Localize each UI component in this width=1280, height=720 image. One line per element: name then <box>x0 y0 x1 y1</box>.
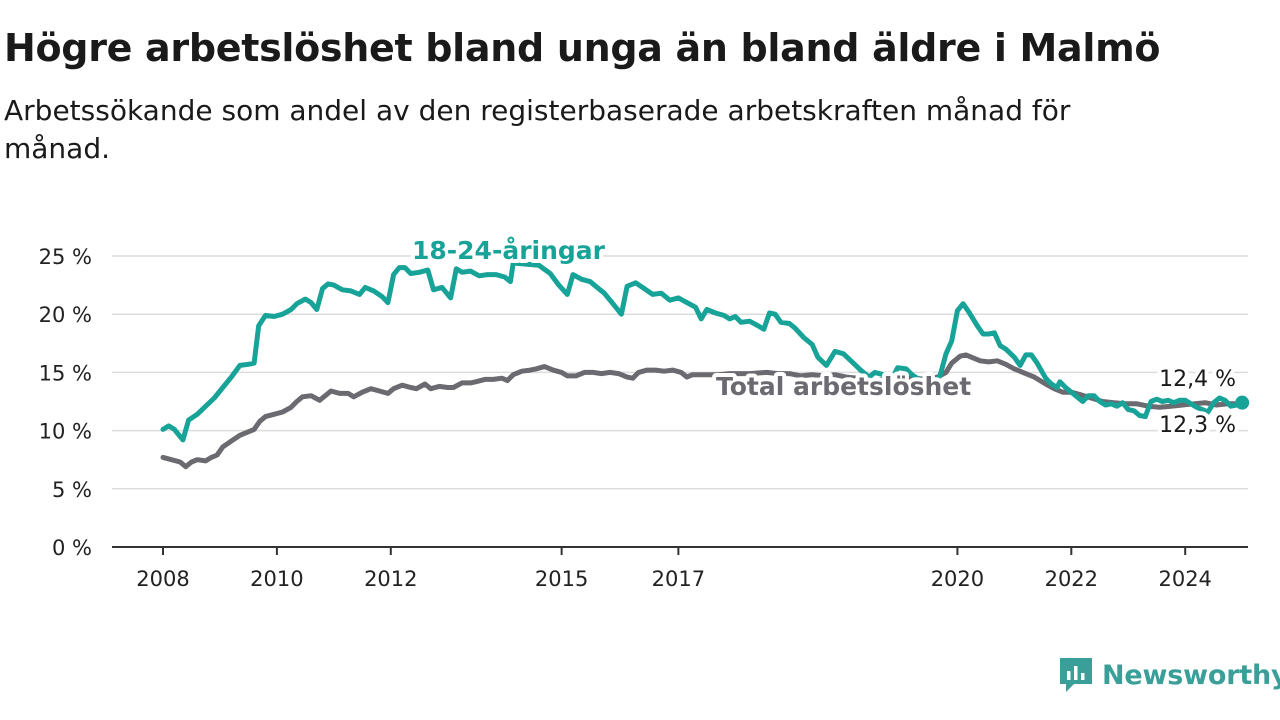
x-tick-label: 2017 <box>652 567 705 591</box>
x-tick-label: 2020 <box>931 567 984 591</box>
x-tick-label: 2022 <box>1045 567 1098 591</box>
page-title: Högre arbetslöshet bland unga än bland ä… <box>4 26 1161 70</box>
newsworthy-logo-icon <box>1060 658 1092 692</box>
end-value-youth: 12,4 % <box>1159 367 1236 392</box>
series-labels: 18-24-åringar Total arbetslöshet 12,4 % 12,… <box>408 232 1240 442</box>
x-tick-label: 2008 <box>136 567 189 591</box>
y-tick-label: 10 % <box>39 420 92 444</box>
line-chart: 0 %5 %10 %15 %20 %25 % 2008 2010 2012 2015 2… <box>38 232 1250 591</box>
x-tick-label: 2012 <box>364 567 417 591</box>
y-tick-label: 15 % <box>39 361 92 385</box>
x-tick-label: 2010 <box>250 567 303 591</box>
end-value-total: 12,3 % <box>1159 413 1236 438</box>
x-tick-label: 2024 <box>1158 567 1211 591</box>
y-axis-tick-labels: 0 % 5 % 10 % 15 % 20 % 25 % <box>39 245 92 560</box>
y-tick-label: 20 % <box>39 303 92 327</box>
series-label-youth: 18-24-åringar <box>412 236 606 265</box>
page-subtitle: Arbetssökande som andel av den registerb… <box>4 94 1071 165</box>
brand-name: Newsworthy <box>1102 659 1280 691</box>
gridlines <box>112 255 1248 490</box>
series-label-total: Total arbetslöshet <box>716 372 971 401</box>
series-line-total <box>160 352 1245 470</box>
y-tick-label: 25 % <box>39 245 92 269</box>
series-line-youth <box>160 260 1245 443</box>
x-tick-label: 2015 <box>535 567 588 591</box>
series-lines <box>160 260 1250 470</box>
x-axis-ticks: 2008 2010 2012 2015 2017 2020 2022 2024 <box>136 547 1212 591</box>
youth-end-marker <box>1235 395 1250 410</box>
brand-logo: Newsworthy <box>1058 655 1280 695</box>
y-tick-label: 5 % <box>52 478 92 502</box>
y-tick-label: 0 % <box>52 536 92 560</box>
